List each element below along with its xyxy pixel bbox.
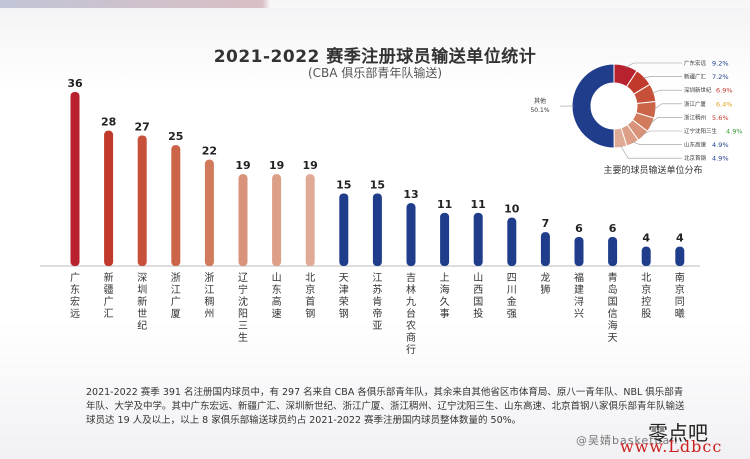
bar-value-label: 15 [370, 179, 385, 192]
category-label: 南京同曦 [675, 271, 685, 320]
category-label: 天津荣钢 [339, 273, 349, 320]
donut-slice-label: 广东宏远 [684, 59, 707, 67]
bar [406, 203, 416, 266]
bar [574, 237, 584, 266]
bar-value-label: 11 [471, 198, 486, 211]
donut-leader-line [653, 103, 682, 110]
donut-slice-value: 4.9% [712, 141, 729, 149]
footnote-text: 2021-2022 赛季 391 名注册国内球员中，有 297 名来自 CBA … [86, 387, 685, 426]
category-label: 辽宁沈阳三生 [238, 272, 248, 344]
chart-subtitle: (CBA 俱乐部青年队输送) [308, 66, 442, 80]
site-watermark-url: www.Ldbcc [620, 437, 723, 456]
bar [70, 92, 80, 266]
bar [675, 246, 685, 266]
category-label: 广东宏远 [70, 272, 80, 320]
bar [608, 237, 618, 266]
bar-value-label: 28 [101, 116, 116, 129]
donut-slice-value: 7.2% [712, 73, 729, 81]
donut-slice-label: 浙江稠州 [684, 113, 706, 121]
bar-value-label: 4 [642, 232, 650, 245]
bar-value-label: 22 [202, 145, 217, 158]
bar-value-label: 10 [504, 203, 520, 216]
donut-leader-line [631, 141, 682, 145]
bar-value-label: 4 [676, 232, 684, 245]
donut-leader-line [641, 130, 682, 135]
donut-chart-title: 主要的球员输送单位分布 [603, 166, 703, 176]
donut-slice-value: 5.6% [712, 114, 729, 122]
donut-slice [571, 63, 615, 149]
donut-slice-value: 9.2% [712, 60, 729, 68]
category-label: 吉林九台农商行 [406, 272, 416, 356]
donut-slice-label: 辽宁沈阳三生 [684, 127, 718, 135]
bar-value-label: 19 [303, 159, 318, 172]
bar-value-label: 11 [437, 198, 452, 211]
bar-value-label: 6 [609, 222, 617, 235]
bar-value-label: 13 [403, 188, 418, 201]
category-label: 山东高速 [272, 272, 282, 320]
category-label: 新疆广汇 [104, 271, 114, 320]
bar [104, 130, 114, 266]
bar [372, 193, 382, 266]
donut-slice-label: 其他 [534, 97, 546, 105]
bar [339, 193, 349, 266]
category-label: 深圳新世纪 [137, 272, 147, 332]
bar [540, 232, 550, 266]
bar-value-label: 36 [67, 77, 83, 90]
bar-value-label: 19 [235, 159, 250, 172]
category-label: 龙狮 [540, 271, 550, 296]
category-label: 上海久事 [440, 272, 450, 320]
donut-slice-value: 50.1% [530, 107, 549, 114]
donut-leader-line [649, 117, 682, 125]
bar [137, 135, 147, 266]
category-label: 江苏肯帝亚 [372, 272, 382, 332]
bar [440, 212, 450, 266]
donut-slice-label: 山东高速 [684, 141, 707, 149]
category-label: 福建浔兴 [574, 271, 584, 320]
bar [473, 212, 483, 266]
bar [272, 174, 282, 266]
donut-leader-line [642, 76, 682, 79]
category-label: 浙江稠州 [204, 272, 214, 320]
donut-slice-value: 4.9% [726, 128, 743, 136]
category-label: 山西国投 [473, 272, 483, 320]
donut-leader-line [625, 62, 682, 68]
chart-title: 2021-2022 赛季注册球员输送单位统计 [213, 47, 537, 67]
category-label: 浙江广厦 [171, 272, 181, 320]
category-label: 北京控股 [641, 272, 651, 320]
donut-slice-value: 6.9% [716, 87, 733, 95]
category-label: 北京首钢 [305, 272, 315, 320]
bar [171, 145, 181, 266]
donut-slice-label: 北京首钢 [684, 154, 707, 162]
bar-value-label: 27 [135, 121, 150, 134]
donut-slice-value: 6.4% [716, 100, 733, 108]
bar-value-label: 15 [336, 179, 351, 192]
donut-leader-line [651, 89, 682, 94]
donut-leader-line [619, 145, 682, 159]
bar-value-label: 7 [542, 217, 550, 230]
weibo-watermark: @吴婧basketball [576, 434, 679, 447]
top-decoration [0, 0, 750, 8]
category-label: 青岛国信海天 [608, 271, 618, 344]
bar-value-label: 6 [575, 222, 583, 235]
donut-slice-label: 浙江广厦 [684, 100, 707, 108]
bar [305, 174, 315, 266]
donut-slice-label: 新疆广汇 [684, 73, 707, 81]
bar [641, 246, 651, 266]
bar-value-label: 19 [269, 159, 284, 172]
donut-slice-value: 4.9% [712, 155, 729, 163]
site-watermark-name: 零点吧 [648, 421, 708, 445]
bar [507, 217, 517, 266]
bar [238, 174, 248, 266]
bar [204, 159, 214, 266]
bar-value-label: 25 [168, 130, 183, 143]
donut-slice-label: 深圳新世纪 [684, 86, 712, 94]
category-label: 四川金强 [507, 273, 517, 320]
